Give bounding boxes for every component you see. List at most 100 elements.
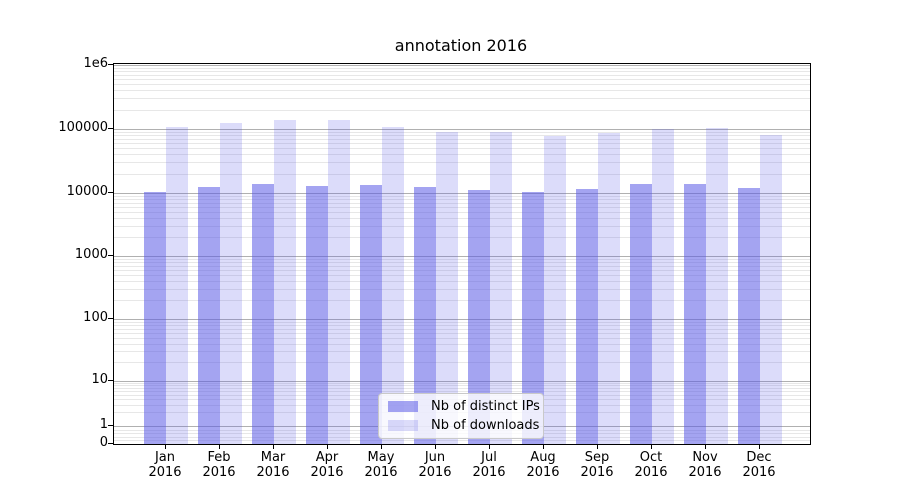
bar-distinct-ips-apr <box>306 185 328 444</box>
gridline-minor <box>114 109 810 111</box>
gridline-minor <box>114 328 810 330</box>
x-tick-mark <box>489 444 490 449</box>
bar-downloads-jun <box>436 131 458 444</box>
bar-distinct-ips-aug <box>522 191 544 444</box>
x-tick-label: Jun 2016 <box>418 450 452 480</box>
y-tick-label: 100000 <box>58 120 108 135</box>
bar-distinct-ips-may <box>360 184 382 444</box>
gridline-minor <box>114 440 810 442</box>
y-tick-label: 10 <box>91 372 108 387</box>
x-tick-label: Dec 2016 <box>742 450 776 480</box>
bar-distinct-ips-oct <box>630 184 652 444</box>
gridline-minor <box>114 281 810 283</box>
gridline-major <box>114 65 810 66</box>
bar-downloads-jul <box>490 131 512 444</box>
x-tick-label: Jan 2016 <box>148 450 182 480</box>
legend-label-distinct-ips: Nb of distinct IPs <box>431 399 540 415</box>
y-tick-label: 1000 <box>74 247 108 262</box>
gridline-minor <box>114 148 810 150</box>
gridline-minor <box>114 343 810 345</box>
gridline-minor <box>114 325 810 326</box>
gridline-minor <box>114 332 810 334</box>
gridline-minor <box>114 173 810 175</box>
gridline-minor <box>114 300 810 302</box>
gridline-minor <box>114 98 810 100</box>
x-tick-mark <box>651 444 652 449</box>
bar-downloads-dec <box>760 134 782 444</box>
bar-distinct-ips-feb <box>198 186 220 444</box>
bar-downloads-apr <box>328 119 350 444</box>
y-tick-mark <box>108 380 113 381</box>
gridline-minor <box>114 218 810 220</box>
gridline-minor <box>114 387 810 389</box>
x-tick-mark <box>705 444 706 449</box>
legend-entry-distinct-ips: Nb of distinct IPs <box>388 399 540 414</box>
gridline-minor <box>114 199 810 201</box>
legend-swatch-distinct-ips <box>388 401 418 413</box>
bar-distinct-ips-jun <box>414 186 436 444</box>
y-tick-label: 10000 <box>66 184 108 199</box>
plot-area <box>113 63 811 445</box>
gridline-minor <box>114 337 810 339</box>
gridline-minor <box>114 258 810 260</box>
y-tick-mark <box>108 128 113 129</box>
gridline-minor <box>114 390 810 392</box>
gridline-minor <box>114 262 810 264</box>
x-tick-label: Sep 2016 <box>580 450 614 480</box>
bar-downloads-sep <box>598 133 620 444</box>
y-tick-label: 100 <box>83 310 108 325</box>
gridline-minor <box>114 138 810 140</box>
y-tick-mark <box>108 318 113 319</box>
y-tick-mark <box>108 64 113 65</box>
gridline-minor <box>114 385 810 387</box>
gridline-minor <box>114 225 810 227</box>
bar-distinct-ips-dec <box>738 187 760 444</box>
gridline-major <box>114 381 810 382</box>
bar-distinct-ips-jan <box>144 191 166 444</box>
gridline-major <box>114 256 810 257</box>
legend: Nb of distinct IPs Nb of downloads <box>378 393 544 439</box>
x-tick-label: Mar 2016 <box>256 450 290 480</box>
chart-title: annotation 2016 <box>394 36 528 55</box>
bar-distinct-ips-sep <box>576 189 598 444</box>
x-tick-label: Oct 2016 <box>634 450 668 480</box>
gridline-minor <box>114 195 810 197</box>
gridline-minor <box>114 154 810 156</box>
gridline-minor <box>114 162 810 164</box>
legend-swatch-downloads <box>388 419 418 431</box>
x-tick-mark <box>165 444 166 449</box>
bar-downloads-oct <box>652 129 674 444</box>
gridline-minor <box>114 84 810 86</box>
x-tick-mark <box>327 444 328 449</box>
x-tick-label: Jul 2016 <box>472 450 506 480</box>
bar-downloads-feb <box>220 123 242 444</box>
gridline-minor <box>114 383 810 385</box>
gridline-minor <box>114 351 810 353</box>
gridline-minor <box>114 202 810 204</box>
x-tick-mark <box>435 444 436 449</box>
y-tick-mark <box>108 425 113 426</box>
x-tick-mark <box>597 444 598 449</box>
gridline-minor <box>114 362 810 364</box>
x-tick-mark <box>381 444 382 449</box>
gridline-minor <box>114 288 810 290</box>
legend-entry-downloads: Nb of downloads <box>388 418 539 433</box>
x-tick-label: Nov 2016 <box>688 450 722 480</box>
y-tick-label: 1e6 <box>83 56 108 71</box>
bar-downloads-may <box>382 127 404 444</box>
bar-distinct-ips-nov <box>684 184 706 444</box>
gridline-minor <box>114 67 810 69</box>
gridline-minor <box>114 79 810 81</box>
x-tick-label: May 2016 <box>364 450 398 480</box>
y-tick-mark <box>108 255 113 256</box>
gridline-minor <box>114 206 810 208</box>
bar-downloads-jan <box>166 127 188 444</box>
gridline-minor <box>114 71 810 73</box>
x-tick-label: Feb 2016 <box>202 450 236 480</box>
x-tick-label: Aug 2016 <box>526 450 560 480</box>
gridline-minor <box>114 274 810 276</box>
bar-downloads-aug <box>544 135 566 444</box>
y-tick-mark <box>108 192 113 193</box>
gridline-major <box>114 193 810 194</box>
